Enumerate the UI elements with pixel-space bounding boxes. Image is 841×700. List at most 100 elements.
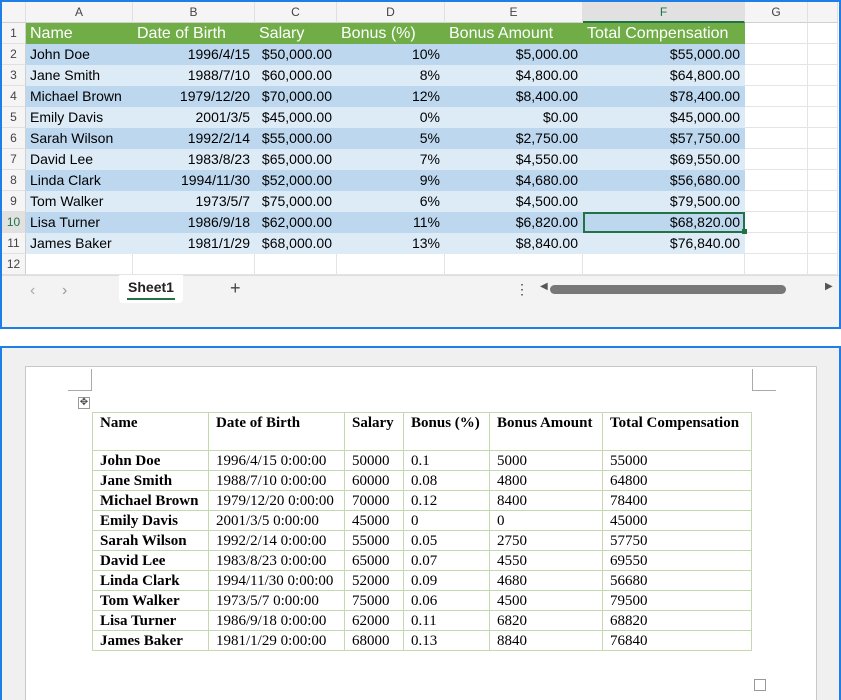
cell[interactable] — [745, 149, 808, 170]
cell[interactable] — [133, 254, 255, 275]
cell[interactable] — [808, 128, 838, 149]
cell[interactable]: $45,000.00 — [583, 107, 745, 128]
cell[interactable]: 12% — [337, 86, 445, 107]
cell[interactable] — [808, 107, 838, 128]
cell[interactable]: $64,800.00 — [583, 65, 745, 86]
cell[interactable] — [745, 107, 808, 128]
cell[interactable]: 0% — [337, 107, 445, 128]
cell[interactable]: $68,000.00 — [255, 233, 337, 254]
cell[interactable] — [255, 254, 337, 275]
row-header-7[interactable]: 7 — [2, 149, 26, 170]
row-header-11[interactable]: 11 — [2, 233, 26, 254]
scroll-left-icon[interactable]: ◀ — [540, 281, 548, 292]
cell[interactable]: $55,000.00 — [583, 44, 745, 65]
cell[interactable]: $62,000.00 — [255, 212, 337, 233]
header-cell[interactable]: Name — [26, 23, 133, 44]
cell[interactable] — [445, 254, 583, 275]
prev-sheet-icon[interactable]: ‹ — [30, 282, 36, 299]
cell[interactable] — [745, 233, 808, 254]
cell[interactable] — [808, 23, 838, 44]
header-cell[interactable]: Bonus (%) — [337, 23, 445, 44]
table-resize-handle[interactable] — [754, 679, 766, 691]
cell[interactable]: $4,550.00 — [445, 149, 583, 170]
cell[interactable]: Sarah Wilson — [26, 128, 133, 149]
cell[interactable]: $0.00 — [445, 107, 583, 128]
cell[interactable]: $75,000.00 — [255, 191, 337, 212]
cell[interactable] — [745, 191, 808, 212]
cell[interactable]: James Baker — [26, 233, 133, 254]
cell[interactable]: Lisa Turner — [26, 212, 133, 233]
cell[interactable]: $76,840.00 — [583, 233, 745, 254]
column-header-B[interactable]: B — [133, 2, 255, 23]
row-header-2[interactable]: 2 — [2, 44, 26, 65]
cell[interactable]: 10% — [337, 44, 445, 65]
cell[interactable] — [745, 65, 808, 86]
column-header-F[interactable]: F — [583, 2, 745, 23]
cell[interactable]: $8,840.00 — [445, 233, 583, 254]
cell[interactable] — [808, 170, 838, 191]
cell[interactable]: 1994/11/30 — [133, 170, 255, 191]
cell[interactable] — [808, 44, 838, 65]
cell[interactable]: 1988/7/10 — [133, 65, 255, 86]
cell[interactable]: 1996/4/15 — [133, 44, 255, 65]
cell[interactable]: 7% — [337, 149, 445, 170]
cell[interactable]: $70,000.00 — [255, 86, 337, 107]
cell[interactable] — [808, 86, 838, 107]
cell[interactable]: 1983/8/23 — [133, 149, 255, 170]
column-header-C[interactable]: C — [255, 2, 337, 23]
header-cell[interactable]: Salary — [255, 23, 337, 44]
cell[interactable]: Jane Smith — [26, 65, 133, 86]
row-header-4[interactable]: 4 — [2, 86, 26, 107]
cell[interactable]: $5,000.00 — [445, 44, 583, 65]
column-header-blank[interactable] — [808, 2, 838, 23]
row-header-6[interactable]: 6 — [2, 128, 26, 149]
cell[interactable]: $68,820.00 — [583, 212, 745, 233]
add-sheet-button[interactable]: + — [230, 278, 241, 298]
column-header-G[interactable]: G — [745, 2, 808, 23]
cell[interactable] — [745, 170, 808, 191]
cell[interactable]: Tom Walker — [26, 191, 133, 212]
cell[interactable]: $55,000.00 — [255, 128, 337, 149]
more-options-icon[interactable]: ⋮ — [515, 281, 529, 297]
row-header-3[interactable]: 3 — [2, 65, 26, 86]
cell[interactable]: 13% — [337, 233, 445, 254]
row-header-9[interactable]: 9 — [2, 191, 26, 212]
scroll-right-icon[interactable]: ▶ — [825, 281, 833, 292]
cell[interactable]: $60,000.00 — [255, 65, 337, 86]
horizontal-scrollbar-thumb[interactable] — [550, 285, 786, 294]
cell[interactable] — [808, 65, 838, 86]
header-cell[interactable]: Date of Birth — [133, 23, 255, 44]
cell[interactable]: 1986/9/18 — [133, 212, 255, 233]
column-header-D[interactable]: D — [337, 2, 445, 23]
cell[interactable] — [745, 128, 808, 149]
cell[interactable] — [808, 149, 838, 170]
cell[interactable]: 9% — [337, 170, 445, 191]
cell[interactable]: 1981/1/29 — [133, 233, 255, 254]
fill-handle[interactable] — [742, 229, 747, 234]
cell[interactable]: $6,820.00 — [445, 212, 583, 233]
row-header-10[interactable]: 10 — [2, 212, 26, 233]
cell[interactable] — [745, 254, 808, 275]
cell[interactable]: $52,000.00 — [255, 170, 337, 191]
cell[interactable]: 1979/12/20 — [133, 86, 255, 107]
cell[interactable]: 2001/3/5 — [133, 107, 255, 128]
cell[interactable]: 6% — [337, 191, 445, 212]
cell[interactable] — [745, 23, 808, 44]
cell[interactable]: 8% — [337, 65, 445, 86]
cell[interactable] — [808, 212, 838, 233]
header-cell[interactable]: Total Compensation — [583, 23, 745, 44]
select-all-corner[interactable] — [2, 2, 26, 23]
cell[interactable]: $2,750.00 — [445, 128, 583, 149]
cell[interactable] — [745, 44, 808, 65]
cell[interactable]: $65,000.00 — [255, 149, 337, 170]
header-cell[interactable]: Bonus Amount — [445, 23, 583, 44]
cell[interactable]: $69,550.00 — [583, 149, 745, 170]
cell[interactable]: 5% — [337, 128, 445, 149]
cell[interactable]: $4,500.00 — [445, 191, 583, 212]
cell[interactable]: $8,400.00 — [445, 86, 583, 107]
cell[interactable] — [26, 254, 133, 275]
row-header-8[interactable]: 8 — [2, 170, 26, 191]
table-move-handle-icon[interactable]: ✥ — [78, 397, 90, 409]
cell[interactable]: Emily Davis — [26, 107, 133, 128]
column-header-A[interactable]: A — [26, 2, 133, 23]
